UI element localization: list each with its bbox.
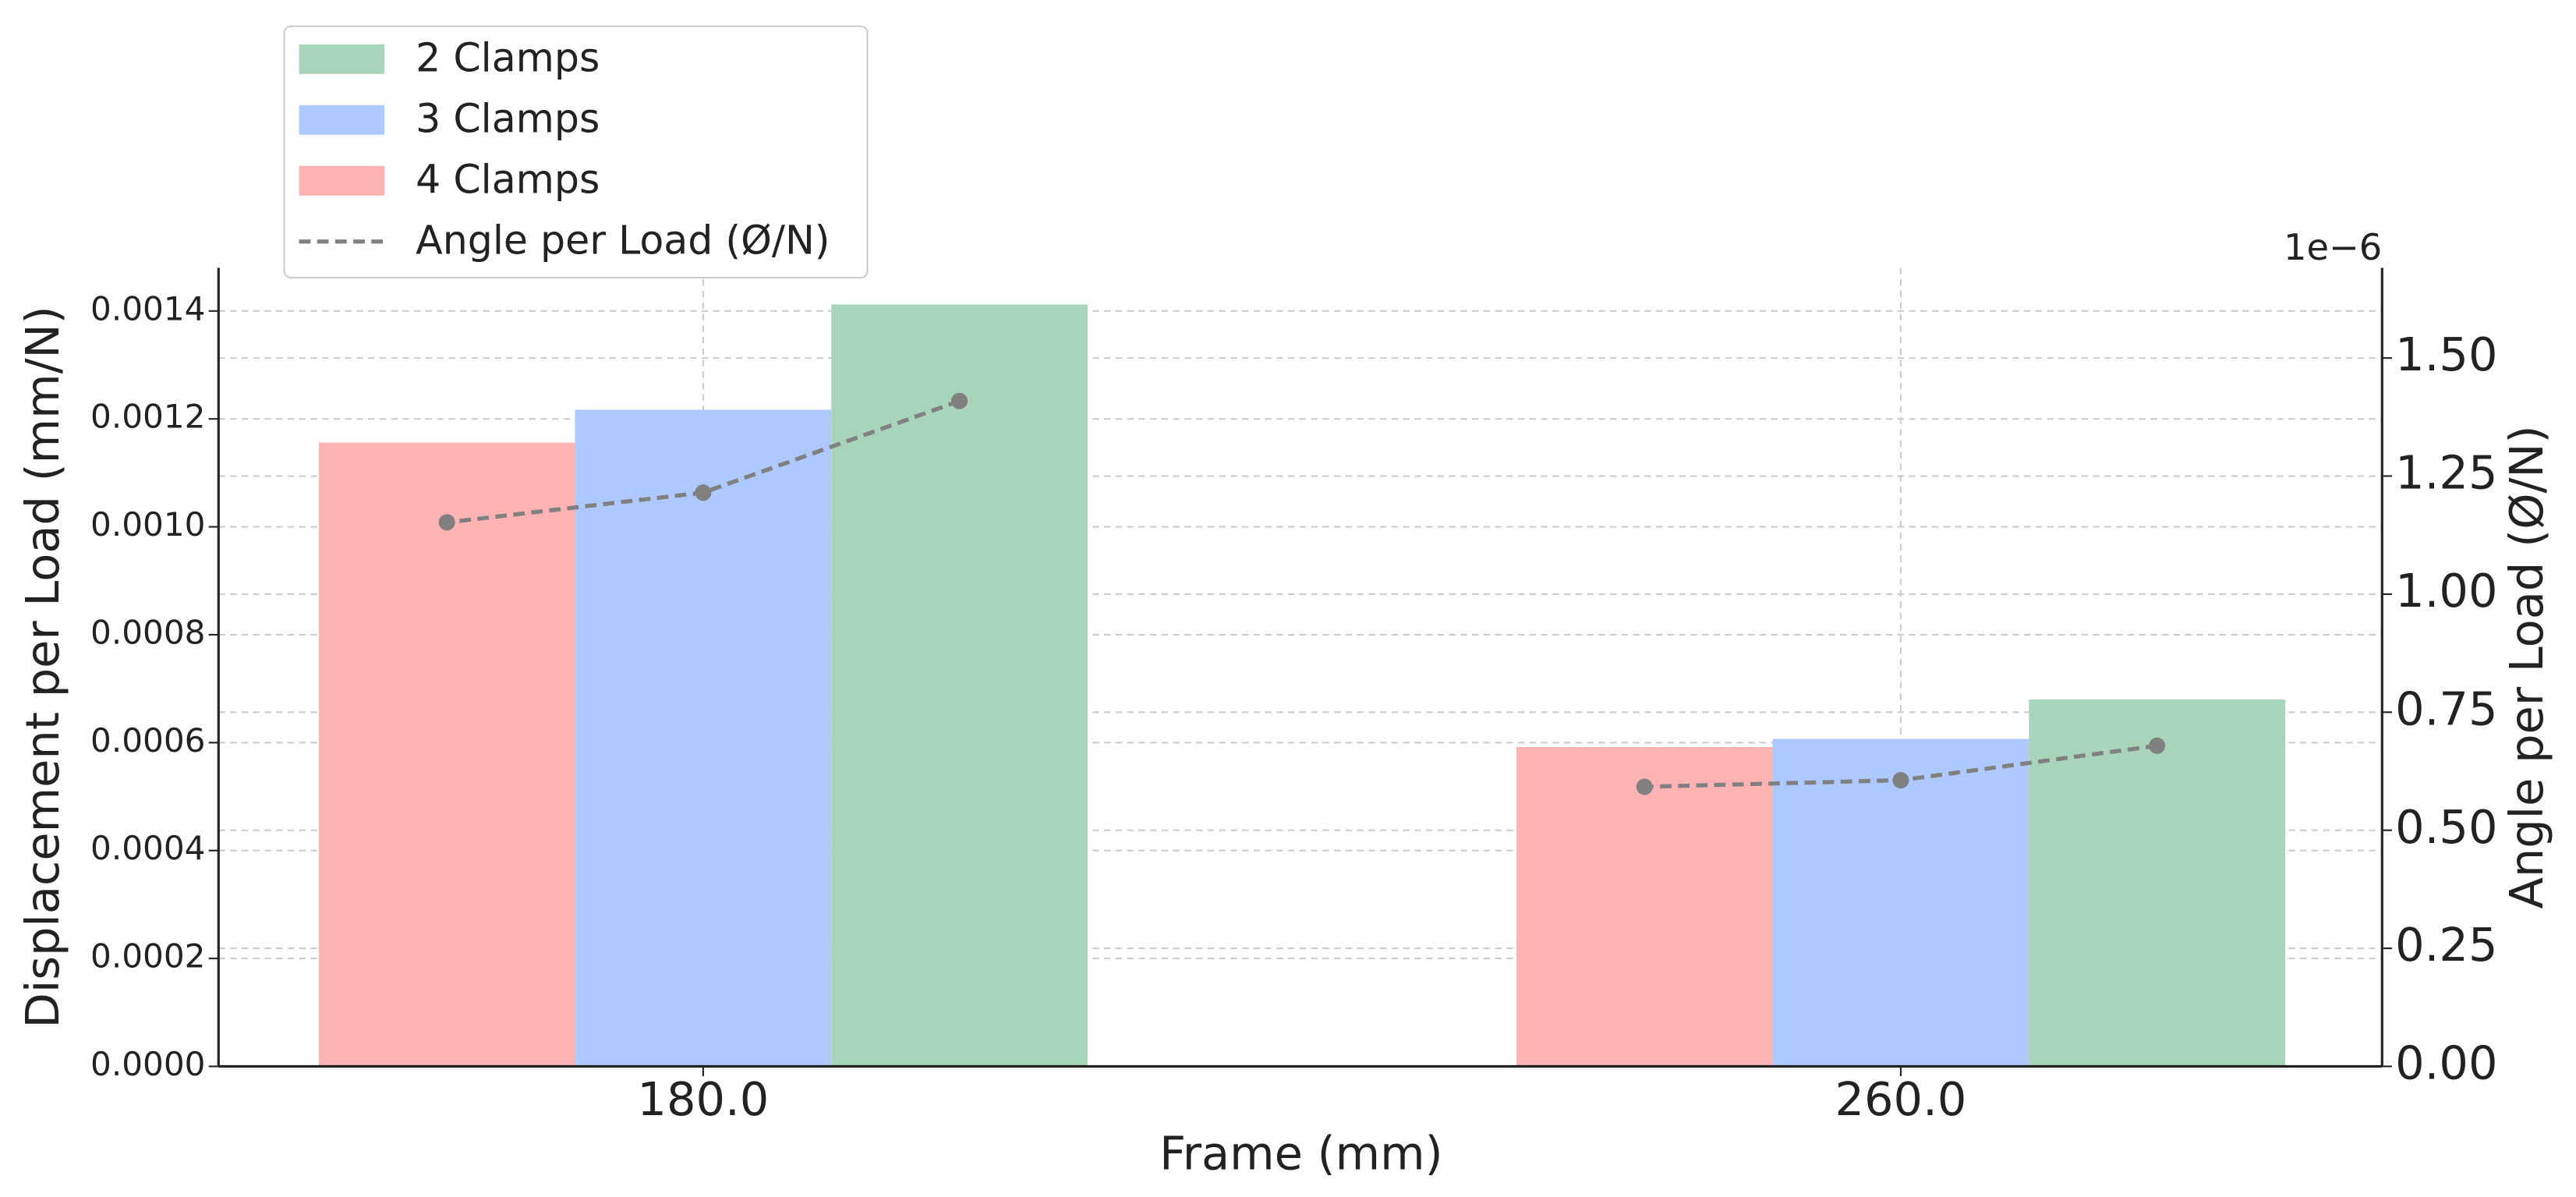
x-tick-label: 180.0 — [637, 1072, 769, 1126]
bar — [831, 304, 1088, 1067]
y2-tick-label: 0.25 — [2395, 918, 2497, 972]
y2-tick-label: 1.25 — [2395, 446, 2497, 500]
y2-tick-label: 0.00 — [2395, 1036, 2497, 1090]
legend: 2 Clamps 3 Clamps 4 Clamps Angle per Load (… — [283, 25, 869, 279]
bar — [2029, 699, 2285, 1067]
legend-label: 2 Clamps — [416, 34, 600, 80]
legend-label: 4 Clamps — [416, 156, 600, 202]
bar — [318, 442, 575, 1067]
y-tick-label: 0.0014 — [90, 289, 205, 328]
legend-swatch — [299, 44, 385, 74]
x-axis-label: Frame (mm) — [1159, 1126, 1442, 1180]
y2-axis-label: Angle per Load (Ø/N) — [2500, 425, 2553, 908]
y-tick-label: 0.0010 — [90, 505, 205, 544]
legend-label: 3 Clamps — [416, 95, 600, 141]
bar — [1516, 746, 1773, 1067]
legend-box — [283, 25, 869, 279]
legend-swatch — [299, 165, 385, 196]
line-point — [1892, 771, 1909, 789]
legend-label: Angle per Load (Ø/N) — [416, 217, 830, 263]
line-point — [951, 392, 968, 409]
bar — [1772, 738, 2029, 1067]
y-tick-label: 0.0002 — [90, 937, 205, 976]
y2-tick-label: 0.50 — [2395, 800, 2497, 854]
line-point — [695, 484, 712, 501]
line-point — [1636, 778, 1653, 795]
y-tick-label: 0.0000 — [90, 1045, 205, 1083]
x-tick-label: 260.0 — [1835, 1072, 1966, 1126]
y-tick-label: 0.0012 — [90, 398, 205, 436]
y2-tick-label: 1.00 — [2395, 564, 2497, 618]
y-axis-label: Displacement per Load (mm/N) — [16, 306, 69, 1028]
y-tick-label: 0.0006 — [90, 721, 205, 760]
y2-tick-label: 1.50 — [2395, 328, 2497, 381]
y2-offset-label: 1e−6 — [2284, 226, 2382, 268]
y2-tick-label: 0.75 — [2395, 682, 2497, 735]
line-point — [2149, 737, 2166, 754]
bar — [575, 409, 832, 1067]
y-tick-label: 0.0004 — [90, 829, 205, 867]
y-tick-label: 0.0008 — [90, 613, 205, 651]
line-point — [438, 514, 455, 531]
legend-swatch — [299, 104, 385, 135]
